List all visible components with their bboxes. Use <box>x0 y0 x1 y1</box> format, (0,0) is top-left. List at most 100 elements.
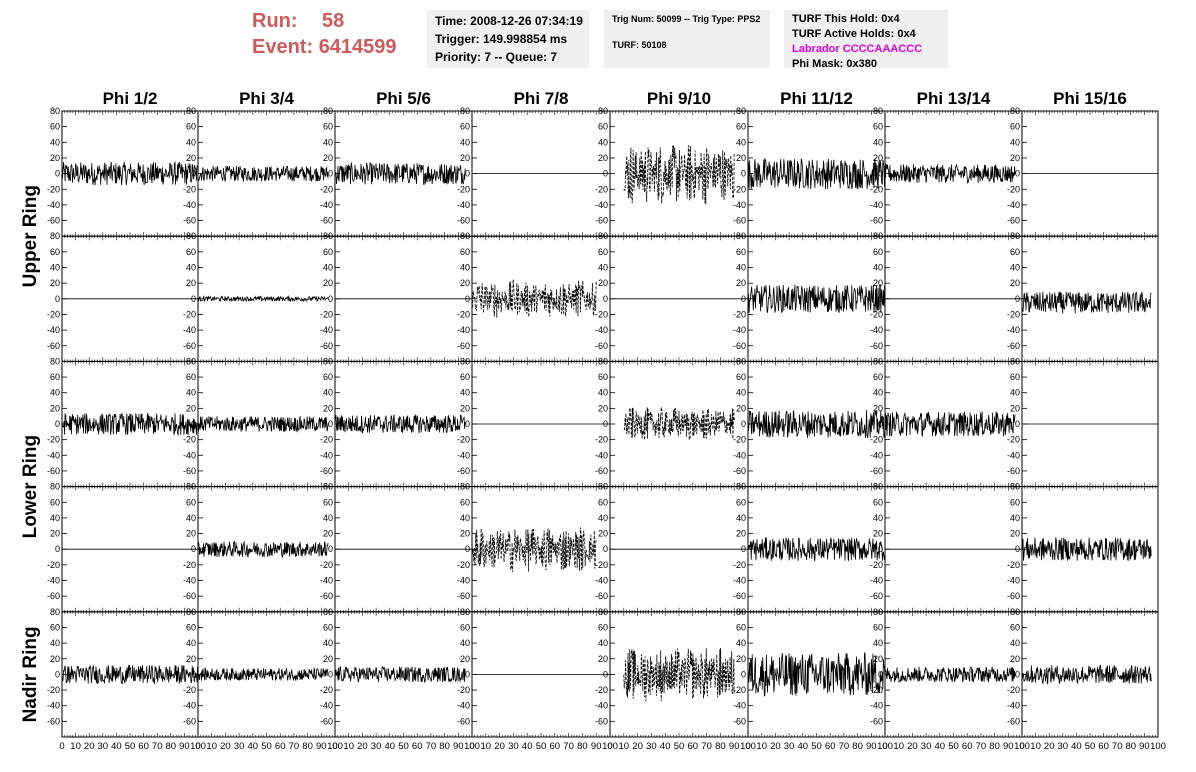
y-tick-label: -20 <box>870 435 883 445</box>
y-tick-label: -20 <box>595 560 608 570</box>
y-tick-label: 0 <box>328 419 333 429</box>
waveform-trace <box>747 537 886 562</box>
y-tick-label: -20 <box>320 685 333 695</box>
x-tick-label: 20 <box>632 741 643 752</box>
waveform-trace <box>747 409 886 439</box>
y-tick-label: 40 <box>460 513 470 523</box>
y-tick-label: 60 <box>598 247 608 257</box>
turf-num-text: TURF: 50108 <box>612 40 667 50</box>
waveform-trace <box>61 412 199 437</box>
y-tick-label: 60 <box>736 622 746 632</box>
y-tick-label: -40 <box>183 450 196 460</box>
x-tick-label: 20 <box>494 741 505 752</box>
column-header: Phi 13/14 <box>917 89 991 108</box>
y-tick-label: 60 <box>460 372 470 382</box>
x-tick-label: 0 <box>1019 741 1024 752</box>
x-tick-label: 80 <box>577 741 588 752</box>
y-tick-label: 40 <box>323 638 333 648</box>
y-tick-label: -40 <box>595 576 608 586</box>
y-tick-label: 0 <box>878 169 883 179</box>
y-tick-label: -20 <box>47 184 60 194</box>
y-tick-label: -40 <box>320 200 333 210</box>
y-tick-label: 0 <box>465 669 470 679</box>
y-tick-label: -40 <box>1007 200 1020 210</box>
x-tick-label: 100 <box>602 741 618 752</box>
y-tick-label: -20 <box>733 685 746 695</box>
y-tick-label: 20 <box>598 654 608 664</box>
y-tick-label: 40 <box>460 263 470 273</box>
waveform-trace <box>471 527 597 573</box>
y-tick-label: 40 <box>460 638 470 648</box>
y-tick-label: 60 <box>50 122 60 132</box>
y-tick-label: -20 <box>183 685 196 695</box>
x-tick-label: 50 <box>536 741 547 752</box>
y-tick-label: 40 <box>873 513 883 523</box>
x-tick-label: 10 <box>893 741 904 752</box>
x-tick-label: 80 <box>302 741 313 752</box>
y-tick-label: 20 <box>460 153 470 163</box>
y-tick-label: 20 <box>873 529 883 539</box>
y-tick-label: 40 <box>323 388 333 398</box>
y-tick-label: -40 <box>733 450 746 460</box>
x-tick-label: 50 <box>948 741 959 752</box>
x-tick-label: 100 <box>740 741 756 752</box>
waveform-trace <box>197 540 329 558</box>
y-tick-label: 60 <box>1010 497 1020 507</box>
y-tick-label: 60 <box>873 247 883 257</box>
y-tick-label: 60 <box>460 497 470 507</box>
x-tick-label: 10 <box>70 741 81 752</box>
y-tick-label: 20 <box>598 529 608 539</box>
y-tick-label: -20 <box>1007 685 1020 695</box>
waveform-trace <box>61 664 199 685</box>
labrador-text: Labrador CCCCAAACCC <box>792 43 923 55</box>
x-tick-label: 90 <box>591 741 602 752</box>
y-tick-label: 20 <box>736 654 746 664</box>
y-tick-label: 20 <box>1010 278 1020 288</box>
column-header: Phi 3/4 <box>239 89 294 108</box>
y-tick-label: 20 <box>186 153 196 163</box>
y-tick-label: 40 <box>50 263 60 273</box>
y-tick-label: 20 <box>736 529 746 539</box>
waveform-trace <box>197 667 329 682</box>
y-tick-label: -60 <box>47 216 60 226</box>
ring-label: Nadir Ring <box>20 626 41 722</box>
x-tick-label: 90 <box>316 741 327 752</box>
y-tick-label: -20 <box>870 685 883 695</box>
x-tick-label: 20 <box>84 741 95 752</box>
priority-text: Priority: 7 -- Queue: 7 <box>435 50 558 64</box>
y-tick-label: -20 <box>183 435 196 445</box>
waveform-trace <box>334 161 466 186</box>
y-tick-label: -40 <box>183 325 196 335</box>
x-tick-label: 40 <box>660 741 671 752</box>
y-tick-label: -40 <box>47 701 60 711</box>
y-tick-label: -60 <box>595 341 608 351</box>
y-tick-label: -40 <box>47 450 60 460</box>
y-tick-label: -60 <box>733 466 746 476</box>
y-tick-label: 20 <box>598 403 608 413</box>
y-tick-label: 40 <box>50 513 60 523</box>
y-tick-label: 60 <box>598 622 608 632</box>
y-tick-label: 60 <box>598 372 608 382</box>
y-tick-label: -60 <box>595 216 608 226</box>
y-tick-label: -60 <box>47 591 60 601</box>
x-tick-label: 70 <box>976 741 987 752</box>
x-tick-label: 80 <box>1126 741 1137 752</box>
y-tick-label: 20 <box>186 654 196 664</box>
time-info-box: Time: 2008-12-26 07:34:19 Trigger: 149.9… <box>427 10 589 68</box>
waveform-trace <box>61 160 199 186</box>
waveform-trace <box>334 665 466 684</box>
y-tick-label: 80 <box>50 231 60 241</box>
y-tick-label: 60 <box>1010 622 1020 632</box>
y-tick-label: 80 <box>50 106 60 116</box>
x-tick-label: 20 <box>357 741 368 752</box>
y-tick-label: 40 <box>1010 263 1020 273</box>
x-tick-label: 90 <box>179 741 190 752</box>
x-tick-label: 80 <box>852 741 863 752</box>
x-tick-label: 70 <box>839 741 850 752</box>
y-tick-label: 40 <box>323 137 333 147</box>
y-tick-label: 60 <box>873 497 883 507</box>
y-tick-label: 40 <box>460 137 470 147</box>
trig-info-box: Trig Num: 50099 -- Trig Type: PPS2 TURF:… <box>604 10 770 68</box>
y-tick-label: -40 <box>320 325 333 335</box>
column-header: Phi 15/16 <box>1053 89 1127 108</box>
